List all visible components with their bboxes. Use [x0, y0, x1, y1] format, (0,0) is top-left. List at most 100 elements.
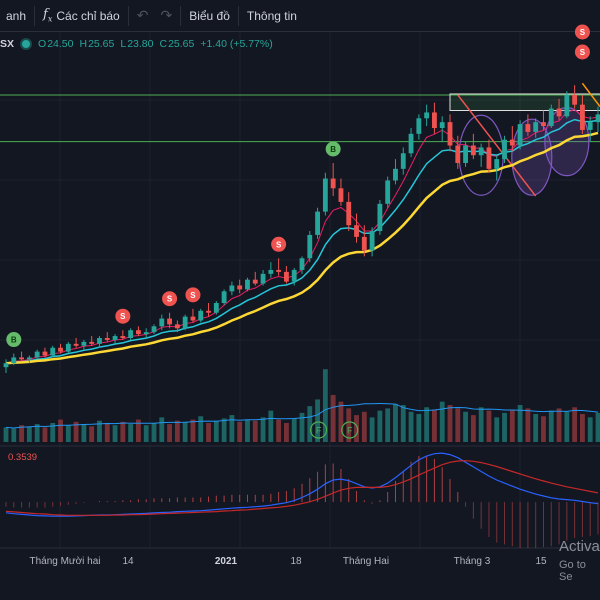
candle-body: [26, 357, 32, 360]
volume-bar: [564, 411, 570, 442]
volume-bar: [143, 425, 149, 442]
volume-bar: [34, 424, 40, 442]
candle-body: [11, 357, 17, 364]
volume-bar: [408, 411, 414, 442]
top-toolbar: anh fx Các chỉ báo ↶ ↷ Biểu đồ Thông tin: [0, 0, 600, 32]
volume-bar: [354, 415, 359, 442]
volume-bar: [346, 408, 352, 442]
candle-body: [120, 336, 126, 338]
macd-histogram: [5, 456, 599, 549]
volume-bar: [284, 422, 289, 442]
candle-body: [330, 178, 336, 189]
ema-line-5: [5, 109, 599, 364]
candle-body: [89, 341, 95, 344]
volume-bar: [478, 407, 484, 442]
volume-bar: [260, 417, 266, 442]
candle-body: [595, 114, 600, 123]
low-value: 23.80: [127, 38, 154, 50]
volume-bar: [104, 422, 110, 442]
candle-body: [369, 231, 375, 251]
candle-body: [206, 310, 211, 313]
candle-body: [439, 122, 445, 128]
undo-button[interactable]: ↶: [131, 0, 155, 31]
candle-body: [361, 236, 367, 251]
volume-bar: [252, 420, 258, 442]
macd-value: 0.3539: [8, 452, 38, 463]
volume-bar: [276, 419, 282, 442]
buy-marker-circle: [325, 141, 341, 157]
volume-bar: [439, 401, 445, 442]
sell-marker-label: S: [580, 28, 586, 37]
candle-body: [486, 147, 492, 169]
volume-flag-label: F: [347, 426, 353, 436]
volume-bar: [81, 424, 87, 442]
sell-marker-label: S: [167, 295, 173, 304]
candle-body: [104, 338, 110, 340]
time-axis-label: 2021: [215, 556, 238, 567]
candle-body: [167, 318, 172, 325]
symbol-label[interactable]: SX: [0, 38, 15, 50]
ema-line-10: [5, 118, 599, 365]
candle-body: [128, 330, 134, 338]
close-label: C: [159, 38, 168, 50]
candle-body: [65, 343, 71, 352]
redo-button[interactable]: ↷: [154, 0, 178, 31]
activation-watermark: Activa: [559, 538, 600, 555]
candle-body: [136, 330, 141, 335]
candle-body: [393, 168, 398, 181]
volume-bar: [377, 410, 383, 442]
candle-body: [260, 273, 266, 284]
candle-body: [548, 108, 554, 127]
volume-bar: [533, 414, 539, 442]
volume-bar: [3, 427, 9, 442]
candle-body: [3, 363, 9, 368]
volume-bar: [221, 418, 227, 442]
volume-bar: [470, 415, 476, 442]
volume-bar: [190, 419, 196, 442]
candle-body: [97, 338, 102, 344]
volume-bar: [112, 425, 118, 442]
volume-bar: [400, 405, 406, 442]
rectangle-drawing: [449, 93, 600, 111]
volume-flag-circle: [341, 421, 359, 439]
candle-body: [564, 94, 570, 117]
drawing-patterns: [449, 82, 600, 197]
candle-body: [587, 122, 593, 130]
sell-marker-circle: [574, 44, 590, 60]
chart-type-button[interactable]: Biểu đồ: [189, 8, 230, 23]
time-axis-label: 18: [290, 556, 302, 567]
candle-body: [424, 112, 430, 119]
candles: [3, 85, 600, 373]
candle-body: [416, 118, 422, 134]
open-label: O: [38, 38, 47, 50]
redo-icon: ↷: [160, 7, 173, 23]
candle-body: [268, 269, 274, 274]
candle-body: [572, 94, 578, 105]
volume-bar: [432, 409, 437, 442]
volume-bar: [237, 421, 243, 442]
volume-bar: [245, 419, 250, 442]
indicators-button[interactable]: fx Các chỉ báo: [37, 0, 126, 31]
candle-body: [151, 326, 157, 333]
candle-body: [42, 351, 48, 356]
buy-marker-label: B: [330, 145, 336, 154]
high-label: H: [79, 38, 88, 50]
candle-body: [470, 145, 476, 156]
sell-marker-label: S: [190, 291, 196, 300]
buy-marker-circle: [6, 332, 22, 348]
macd-signal-line: [5, 460, 599, 516]
volume-bar: [416, 414, 422, 442]
candle-body: [385, 180, 391, 204]
candle-body: [315, 211, 320, 235]
volume-bar: [548, 410, 554, 442]
volume-bar: [136, 419, 141, 442]
info-button[interactable]: Thông tin: [246, 8, 297, 23]
volume-bar: [19, 425, 24, 442]
volume-bars: [3, 369, 600, 442]
candle-body: [73, 343, 79, 346]
volume-bar: [502, 412, 507, 442]
candle-body: [245, 279, 250, 290]
toolbar-cut-label[interactable]: anh: [6, 8, 27, 23]
